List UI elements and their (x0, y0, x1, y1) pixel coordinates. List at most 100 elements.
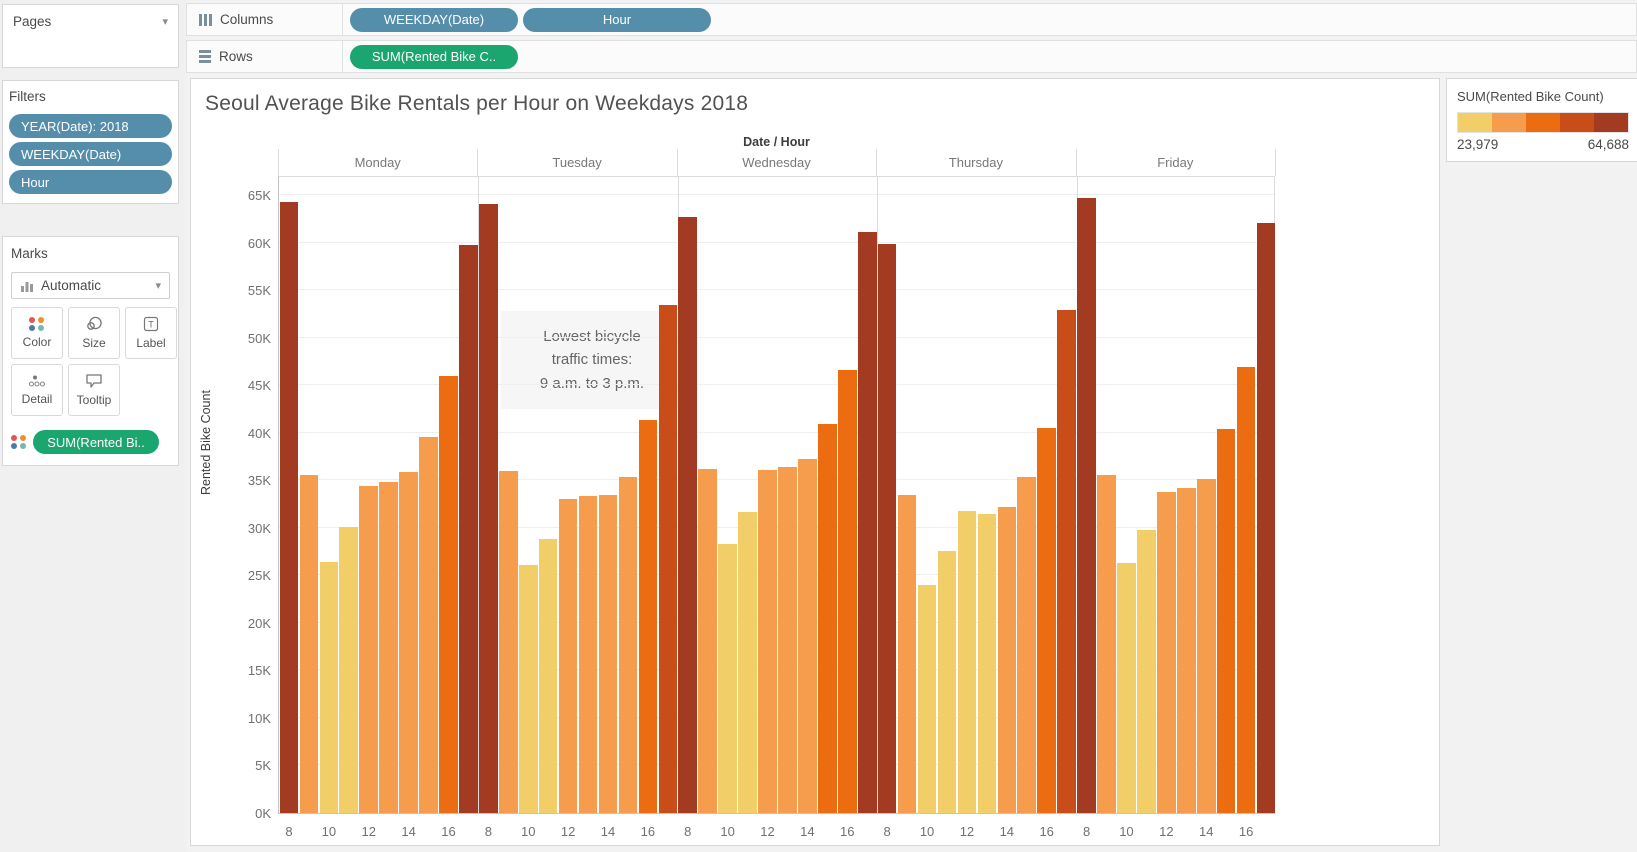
bar-wednesday-h15[interactable] (818, 424, 837, 813)
bar-monday-h14[interactable] (399, 471, 418, 813)
label-mark-button[interactable]: T Label (125, 307, 177, 359)
bar-wednesday-h11[interactable] (738, 511, 757, 813)
bar-tuesday-h9[interactable] (499, 470, 518, 813)
bar-monday-h12[interactable] (359, 485, 379, 813)
bar-monday-h8[interactable] (279, 201, 299, 813)
bar-tuesday-h15[interactable] (618, 477, 638, 813)
x-axis-tick-label: 14 (999, 824, 1015, 839)
y-axis-tick-label: 10K (247, 710, 271, 726)
x-axis-tick-label: 8 (1082, 824, 1091, 839)
bar-tuesday-h17[interactable] (658, 305, 678, 813)
legend-min-value: 23,979 (1457, 137, 1499, 152)
header-divider (876, 149, 878, 176)
bar-wednesday-h14[interactable] (798, 459, 817, 813)
filter-pill[interactable]: YEAR(Date): 2018 (9, 114, 172, 138)
bar-tuesday-h14[interactable] (598, 494, 618, 813)
bar-friday-h17[interactable] (1256, 222, 1276, 813)
weekday-header-thursday: Thursday (948, 155, 1003, 170)
bar-monday-h15[interactable] (419, 437, 438, 813)
columns-pill[interactable]: WEEKDAY(Date) (350, 7, 518, 32)
y-axis-tick-label: 35K (247, 473, 271, 489)
gridline (279, 289, 1274, 291)
legend-gradient-step (1526, 113, 1560, 132)
mark-type-dropdown[interactable]: Automatic ▾ (11, 272, 170, 299)
bar-friday-h11[interactable] (1137, 529, 1156, 813)
rows-shelf-label-zone: Rows (187, 41, 343, 72)
pages-shelf[interactable]: Pages ▾ (2, 4, 179, 68)
bar-monday-h10[interactable] (319, 562, 339, 813)
mark-button-label: Detail (21, 392, 53, 406)
bar-wednesday-h12[interactable] (758, 469, 777, 813)
filters-shelf: Filters YEAR(Date): 2018 WEEKDAY(Date) Hou… (2, 80, 179, 204)
x-axis-tick-label: 12 (959, 824, 975, 839)
detail-mark-button[interactable]: Detail (11, 364, 63, 416)
bar-wednesday-h9[interactable] (698, 468, 717, 813)
bar-thursday-h12[interactable] (957, 510, 977, 813)
y-axis-tick-label: 0K (255, 806, 271, 821)
bar-thursday-h8[interactable] (877, 244, 897, 813)
mark-button-label: Label (136, 336, 166, 350)
bar-tuesday-h10[interactable] (518, 564, 538, 813)
bar-friday-h8[interactable] (1077, 197, 1096, 813)
columns-shelf-label-zone: Columns (187, 4, 343, 35)
bar-wednesday-h13[interactable] (778, 466, 797, 813)
bar-wednesday-h17[interactable] (857, 232, 877, 813)
bar-friday-h13[interactable] (1176, 487, 1196, 813)
x-axis-tick-label: 8 (684, 824, 692, 839)
chevron-down-icon: ▾ (155, 280, 161, 292)
bar-tuesday-h13[interactable] (578, 496, 598, 813)
x-axis-tick-label: 12 (361, 824, 376, 839)
chevron-down-icon[interactable]: ▾ (162, 16, 168, 28)
bar-thursday-h13[interactable] (977, 514, 997, 813)
y-axis-tick-label: 65K (247, 188, 271, 203)
gridline (279, 384, 1274, 386)
x-axis-tick-label: 14 (600, 824, 616, 839)
bar-friday-h15[interactable] (1216, 428, 1236, 813)
bar-friday-h12[interactable] (1157, 491, 1176, 813)
filter-pill[interactable]: WEEKDAY(Date) (9, 142, 172, 166)
y-axis-tick-label: 20K (247, 615, 271, 631)
bar-wednesday-h8[interactable] (678, 216, 698, 813)
color-legend-card[interactable]: SUM(Rented Bike Count) 23,979 64,688 (1446, 78, 1637, 162)
marks-card: Marks Automatic ▾ Color Size T Label Detail T… (2, 236, 179, 466)
bar-monday-h9[interactable] (299, 475, 319, 813)
rows-pill[interactable]: SUM(Rented Bike C.. (350, 44, 518, 69)
bar-thursday-h10[interactable] (917, 585, 937, 813)
weekday-header-row: Monday Tuesday Wednesday Thursday Friday (278, 149, 1276, 176)
legend-max-value: 64,688 (1587, 137, 1629, 152)
bar-wednesday-h16[interactable] (837, 369, 857, 813)
bar-tuesday-h8[interactable] (479, 203, 498, 813)
plot-area: Lowest bicycle traffic times: 9 a.m. to … (248, 176, 1276, 839)
bar-friday-h16[interactable] (1236, 367, 1256, 813)
bar-thursday-h9[interactable] (897, 495, 917, 813)
columns-pill[interactable]: Hour (523, 7, 711, 32)
annotation-box[interactable]: Lowest bicycle traffic times: 9 a.m. to … (501, 311, 683, 409)
gridline (279, 241, 1274, 243)
bar-wednesday-h10[interactable] (718, 543, 737, 813)
size-mark-button[interactable]: Size (68, 307, 120, 359)
bar-friday-h9[interactable] (1097, 475, 1116, 813)
y-axis-tick-label: 15K (247, 663, 271, 679)
tooltip-mark-button[interactable]: Tooltip (68, 364, 120, 416)
bar-thursday-h17[interactable] (1057, 310, 1076, 813)
y-axis-tick-label: 40K (247, 425, 271, 441)
x-axis-tick-label: 8 (285, 824, 293, 839)
bar-tuesday-h12[interactable] (558, 499, 578, 813)
bar-monday-h11[interactable] (339, 526, 359, 813)
bar-monday-h13[interactable] (379, 482, 398, 813)
bar-friday-h10[interactable] (1117, 562, 1136, 813)
bar-monday-h17[interactable] (459, 245, 478, 813)
bar-friday-h14[interactable] (1196, 479, 1216, 813)
marks-measure-pill[interactable]: SUM(Rented Bi.. (33, 430, 159, 454)
bar-monday-h16[interactable] (439, 375, 458, 813)
tooltip-icon (85, 373, 103, 389)
filter-pill[interactable]: Hour (9, 170, 172, 194)
bar-thursday-h11[interactable] (937, 550, 957, 813)
bar-tuesday-h11[interactable] (538, 539, 558, 813)
bar-tuesday-h16[interactable] (638, 420, 658, 813)
bar-thursday-h14[interactable] (997, 506, 1017, 813)
bar-thursday-h16[interactable] (1037, 427, 1056, 813)
bar-thursday-h15[interactable] (1017, 477, 1037, 813)
color-mark-button[interactable]: Color (11, 307, 63, 359)
